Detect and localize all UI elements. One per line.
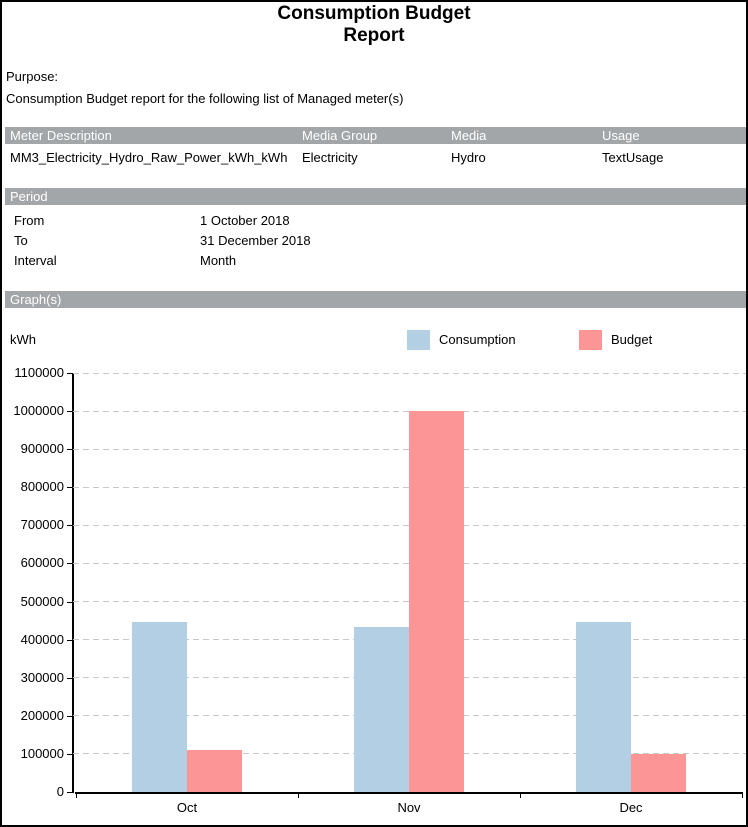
purpose-label: Purpose: <box>6 69 59 84</box>
bar-consumption-dec <box>576 622 631 792</box>
y-axis-tick <box>67 715 73 717</box>
legend-swatch-budget-icon <box>579 330 602 350</box>
x-axis-line <box>75 792 742 794</box>
x-axis-tick <box>742 792 743 798</box>
x-axis-tick <box>298 792 299 798</box>
y-axis-label: 100000 <box>20 745 64 761</box>
meter-table-header-bar: Meter Description Media Group Media Usag… <box>5 127 746 144</box>
bar-consumption-oct <box>132 622 187 792</box>
y-axis-label: 1100000 <box>14 365 64 380</box>
y-axis-label: 0 <box>56 784 64 799</box>
bar-consumption-nov <box>354 627 409 792</box>
legend-label-budget: Budget <box>611 332 653 347</box>
y-axis-line <box>72 373 74 793</box>
period-header-bar: Period <box>5 188 746 205</box>
y-axis-tick <box>67 373 73 374</box>
x-axis-tick <box>76 792 77 798</box>
y-axis-tick <box>67 639 73 641</box>
bar-budget-oct <box>187 750 242 792</box>
y-axis-label: 900000 <box>20 441 64 457</box>
bar-budget-nov <box>409 411 464 792</box>
y-axis-label: 200000 <box>20 707 64 723</box>
y-axis-tick <box>67 411 73 413</box>
period-to-label: To <box>14 233 28 248</box>
consumption-budget-chart: kWh Consumption Budget 0 100000 200000 3000… <box>2 312 746 825</box>
bar-budget-dec <box>631 753 686 792</box>
y-axis-label: 600000 <box>20 555 64 571</box>
cell-meter-description: MM3_Electricity_Hydro_Raw_Power_kWh_kWh <box>10 150 288 165</box>
column-header-media-group: Media Group <box>302 128 378 143</box>
period-from-value: 1 October 2018 <box>200 213 290 228</box>
column-header-media: Media <box>451 128 487 143</box>
period-interval-value: Month <box>200 253 237 268</box>
y-axis-tick <box>67 525 73 527</box>
y-axis-tick <box>67 487 73 489</box>
period-header-label: Period <box>10 189 48 204</box>
y-axis-label: 1000000 <box>13 403 64 419</box>
graphs-header-bar: Graph(s) <box>5 291 746 308</box>
y-axis-tick <box>67 753 73 755</box>
y-axis-unit-label: kWh <box>10 332 36 347</box>
y-axis-label: 300000 <box>20 669 64 685</box>
legend-label-consumption: Consumption <box>439 332 516 347</box>
purpose-text: Consumption Budget report for the follow… <box>6 91 404 106</box>
y-axis-tick <box>67 677 73 679</box>
period-interval-label: Interval <box>14 253 57 268</box>
column-header-meter-description: Meter Description <box>10 128 112 143</box>
y-axis-label: 400000 <box>20 631 64 647</box>
y-axis-label: 800000 <box>20 479 64 495</box>
x-axis-tick <box>520 792 521 798</box>
page-title: Consumption Budget Report <box>277 3 471 46</box>
table-row: MM3_Electricity_Hydro_Raw_Power_kWh_kWh … <box>5 150 746 166</box>
x-axis-label: Oct <box>176 800 198 815</box>
y-axis-label: 700000 <box>20 517 64 533</box>
y-axis-tick <box>67 563 73 565</box>
column-header-usage: Usage <box>602 128 640 143</box>
legend-swatch-consumption-icon <box>407 330 430 350</box>
x-axis-label: Nov <box>397 800 421 815</box>
gridline <box>73 372 746 374</box>
graphs-header-label: Graph(s) <box>10 292 62 307</box>
period-from-label: From <box>14 213 45 228</box>
y-axis-tick <box>67 601 73 603</box>
y-axis-tick <box>67 792 73 793</box>
cell-media: Hydro <box>451 150 486 165</box>
x-axis-label: Dec <box>619 800 643 815</box>
cell-usage: TextUsage <box>602 150 664 165</box>
period-to-value: 31 December 2018 <box>200 233 311 248</box>
cell-media-group: Electricity <box>302 150 358 165</box>
y-axis-tick <box>67 449 73 451</box>
y-axis-label: 500000 <box>20 593 64 609</box>
